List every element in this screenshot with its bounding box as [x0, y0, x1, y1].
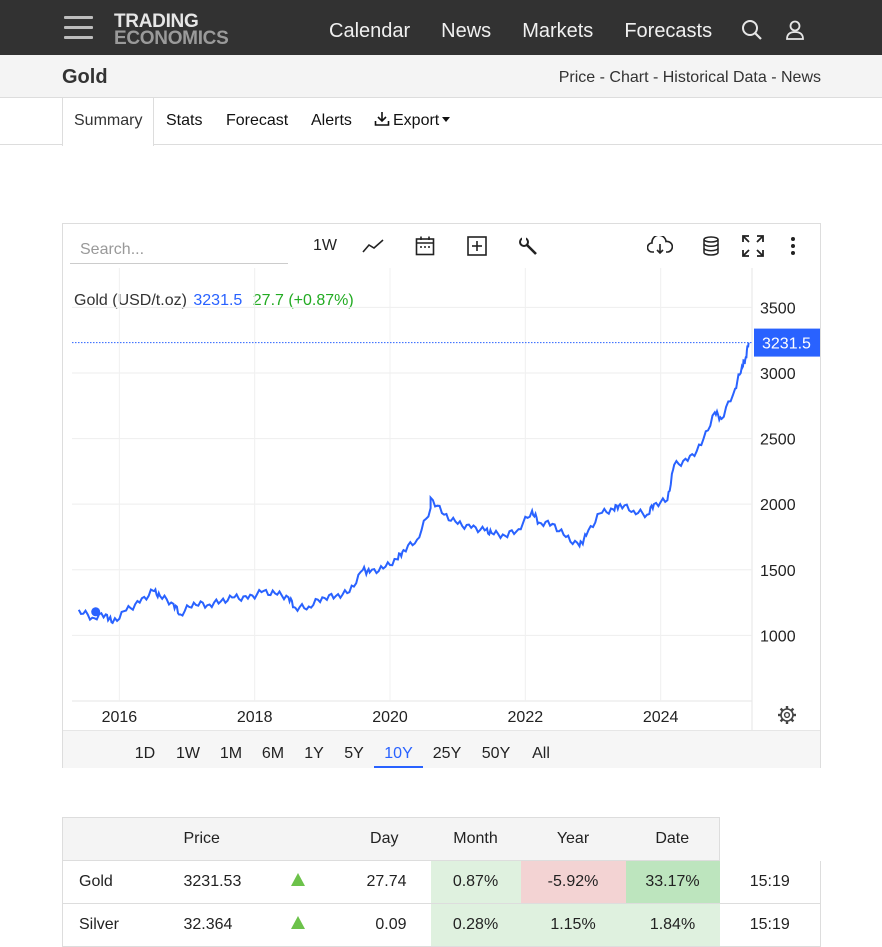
y-tick-label: 1000: [760, 628, 796, 645]
range-all[interactable]: All: [532, 745, 550, 762]
top-nav: TRADING ECONOMICS Calendar News Markets …: [0, 0, 882, 55]
row-price: 3231.53: [163, 860, 269, 904]
table-row[interactable]: Silver 32.364 0.09 0.28% 1.15% 1.84% 15:…: [62, 903, 821, 947]
gear-icon[interactable]: [778, 706, 796, 724]
chart-search-input[interactable]: [70, 236, 288, 264]
price-chart[interactable]: 1000 1500 2000 2500 3000 3500 2016 2018 2020 202…: [63, 224, 820, 730]
nav-link-news[interactable]: News: [441, 20, 492, 42]
line-chart-icon[interactable]: [361, 234, 385, 258]
row-date: 15:19: [719, 903, 821, 947]
y-tick-label: 1500: [760, 563, 796, 580]
last-price-label: 3231.5: [762, 336, 811, 353]
gold-price-line: [77, 342, 750, 625]
row-trend: [268, 903, 328, 947]
tab-alerts[interactable]: Alerts: [311, 112, 352, 129]
col-header-date: Date: [625, 817, 720, 861]
range-25y[interactable]: 25Y: [432, 745, 462, 762]
y-axis: 1000 1500 2000 2500 3000 3500: [760, 300, 796, 645]
user-icon[interactable]: [784, 19, 806, 41]
tab-forecast[interactable]: Forecast: [226, 112, 289, 129]
last-price-box: [754, 328, 820, 357]
interval-button[interactable]: 1W: [313, 237, 337, 254]
cloud-download-icon[interactable]: [646, 234, 674, 258]
range-selector: 1D 1W 1M 6M 1Y 5Y 10Y 25Y 50Y All: [63, 730, 820, 768]
export-label: Export: [393, 112, 440, 129]
nav-link-calendar[interactable]: Calendar: [329, 20, 411, 42]
range-50y[interactable]: 50Y: [481, 745, 511, 762]
y-tick-label: 2500: [760, 432, 796, 449]
y-tick-label: 3000: [760, 366, 796, 383]
title-links[interactable]: Price - Chart - Historical Data - News: [558, 69, 821, 86]
range-1d[interactable]: 1D: [134, 745, 156, 762]
tab-stats[interactable]: Stats: [166, 112, 203, 129]
menu-icon[interactable]: [64, 16, 93, 40]
logo-line1: TRADING: [114, 11, 199, 32]
row-price: 32.364: [163, 903, 269, 947]
wrench-icon[interactable]: [516, 234, 540, 258]
col-header-month: Month: [430, 817, 521, 861]
tab-bar: Summary Stats Forecast Alerts Export: [0, 98, 882, 146]
col-header-day: Day: [327, 817, 431, 861]
range-10y[interactable]: 10Y: [374, 731, 423, 768]
col-header-arrow: [268, 817, 328, 861]
x-tick-label: 2024: [643, 709, 679, 726]
add-indicator-icon[interactable]: [465, 234, 489, 258]
row-year: 1.84%: [625, 903, 720, 947]
title-bar: Gold Price - Chart - Historical Data - N…: [0, 55, 882, 98]
logo[interactable]: TRADING ECONOMICS: [114, 11, 229, 49]
row-year: 33.17%: [625, 860, 720, 904]
chevron-down-icon: [442, 117, 451, 122]
col-header-price: Price: [163, 817, 269, 861]
row-day: 0.87%: [430, 860, 521, 904]
nav-link-forecasts[interactable]: Forecasts: [624, 20, 713, 42]
more-options-icon[interactable]: [785, 234, 801, 258]
legend-change: 27.7 (+0.87%): [252, 292, 354, 309]
range-1w[interactable]: 1W: [176, 745, 200, 762]
legend-price: 3231.5: [193, 292, 243, 309]
row-month: -5.92%: [520, 860, 626, 904]
row-day: 0.28%: [430, 903, 521, 947]
fullscreen-icon[interactable]: [741, 234, 765, 258]
x-axis: 2016 2018 2020 2022 2024: [102, 709, 679, 726]
row-name[interactable]: Silver: [62, 903, 164, 947]
series-start-marker: [91, 607, 101, 617]
y-tick-label: 2000: [760, 497, 796, 514]
col-header-name: [62, 817, 164, 861]
row-date: 15:19: [719, 860, 821, 904]
x-tick-label: 2016: [102, 709, 138, 726]
chart-widget: 1W Gold (USD/t.oz) 3231.5 27.7 (+0.87%) …: [62, 223, 821, 768]
y-tick-label: 3500: [760, 300, 796, 317]
col-header-year: Year: [520, 817, 626, 861]
download-icon: [374, 112, 390, 126]
up-arrow-icon: [291, 916, 305, 929]
logo-line2: ECONOMICS: [114, 28, 229, 49]
range-6m[interactable]: 6M: [261, 745, 285, 762]
row-change: 0.09: [327, 903, 431, 947]
search-icon[interactable]: [741, 19, 763, 41]
x-tick-label: 2018: [237, 709, 273, 726]
legend-series-name: Gold (USD/t.oz): [74, 292, 187, 309]
row-change: 27.74: [327, 860, 431, 904]
nav-link-markets[interactable]: Markets: [522, 20, 594, 42]
range-1m[interactable]: 1M: [219, 745, 243, 762]
up-arrow-icon: [291, 873, 305, 886]
quote-table: Price Day Month Year Date Gold 3231.53 2…: [62, 817, 821, 947]
chart-grid: [72, 268, 753, 730]
nav-links: Calendar News Markets Forecasts: [329, 20, 743, 43]
tab-summary[interactable]: Summary: [62, 98, 155, 146]
tab-export[interactable]: Export: [374, 98, 451, 145]
database-icon[interactable]: [700, 234, 722, 258]
table-row[interactable]: Gold 3231.53 27.74 0.87% -5.92% 33.17% 1…: [62, 860, 821, 904]
table-header-row: Price Day Month Year Date: [62, 817, 821, 861]
page-title: Gold: [62, 66, 108, 88]
row-month: 1.15%: [520, 903, 626, 947]
x-tick-label: 2020: [372, 709, 408, 726]
range-1y[interactable]: 1Y: [304, 745, 324, 762]
calendar-icon[interactable]: [413, 234, 437, 258]
range-5y[interactable]: 5Y: [344, 745, 364, 762]
row-trend: [268, 860, 328, 904]
row-name[interactable]: Gold: [62, 860, 164, 904]
x-tick-label: 2022: [508, 709, 544, 726]
chart-legend: Gold (USD/t.oz) 3231.5 27.7 (+0.87%): [74, 292, 354, 310]
